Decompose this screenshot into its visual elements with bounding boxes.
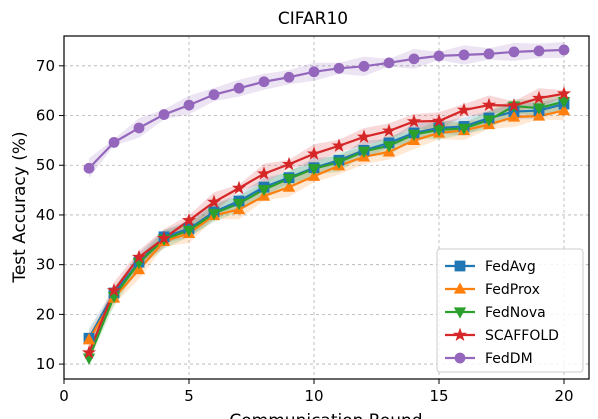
scaffold-point xyxy=(331,138,347,152)
scaffold-legend-label: SCAFFOLD xyxy=(485,328,559,344)
y-tick-label: 20 xyxy=(36,305,55,323)
y-tick-label: 40 xyxy=(36,206,55,224)
legend: FedAvg FedProx FedNova SCAFFOLD FedDM xyxy=(436,248,584,373)
fedprox-band xyxy=(89,100,564,348)
fedprox-point xyxy=(507,110,521,122)
feddm-point xyxy=(433,50,445,62)
fednova-point xyxy=(257,184,271,197)
fednova-point xyxy=(182,225,196,237)
feddm-point xyxy=(558,44,570,56)
scaffold-point xyxy=(206,194,222,209)
fedprox-point xyxy=(557,103,571,116)
fednova-point xyxy=(482,115,496,127)
scaffold-point xyxy=(531,90,547,105)
scaffold-point xyxy=(281,156,297,171)
feddm-point xyxy=(333,62,345,74)
fedprox-point xyxy=(82,333,96,345)
fedprox-point xyxy=(307,169,321,181)
fednova-point xyxy=(332,157,346,169)
feddm-point xyxy=(383,57,395,69)
scaffold-legend-marker xyxy=(452,327,468,342)
fedprox-point xyxy=(282,180,296,192)
feddm-point xyxy=(283,71,295,83)
fedavg-legend-marker xyxy=(454,260,466,272)
y-axis-label: Test Accuracy (%) xyxy=(10,131,30,283)
feddm-point xyxy=(108,136,120,148)
series-markers xyxy=(81,44,572,365)
fednova-legend-label: FedNova xyxy=(485,305,546,321)
fedprox-point xyxy=(532,109,546,121)
feddm-point xyxy=(183,99,195,111)
fednova-point xyxy=(357,146,371,158)
scaffold-point xyxy=(256,166,272,180)
fedprox-legend-marker xyxy=(453,282,467,294)
scaffold-point xyxy=(456,102,472,117)
fednova-point xyxy=(282,174,296,186)
feddm-legend-marker xyxy=(454,352,466,364)
scaffold-point xyxy=(356,129,372,143)
feddm-point xyxy=(408,53,420,65)
scaffold-point xyxy=(231,180,247,195)
y-tick-label: 10 xyxy=(36,355,55,373)
feddm-point xyxy=(258,76,270,88)
fednova-point xyxy=(207,208,221,221)
y-tick-label: 60 xyxy=(36,107,55,125)
feddm-point xyxy=(508,46,520,58)
fedavg-legend-label: FedAvg xyxy=(485,259,536,275)
fednova-point xyxy=(432,125,446,137)
scaffold-point xyxy=(156,230,172,245)
feddm-point xyxy=(458,49,470,61)
feddm-point xyxy=(158,109,170,120)
x-tick-label: 15 xyxy=(429,387,448,405)
fednova-point xyxy=(307,164,321,176)
scaffold-point xyxy=(381,123,397,137)
y-tick-label: 70 xyxy=(36,57,55,75)
feddm-point xyxy=(533,45,545,57)
fednova-point xyxy=(457,123,471,136)
scaffold-point xyxy=(131,249,147,264)
feddm-point xyxy=(483,48,495,60)
fednova-point xyxy=(407,129,421,142)
fednova-legend-marker xyxy=(453,307,467,319)
scaffold-point xyxy=(81,345,97,359)
fedprox-legend-label: FedProx xyxy=(485,282,540,298)
x-axis-ticks: 0 5 10 15 20 xyxy=(59,379,574,405)
feddm-point xyxy=(208,89,220,101)
x-axis-label: Communication Round xyxy=(229,411,422,419)
legend-box xyxy=(436,248,584,373)
scaffold-point xyxy=(406,114,422,128)
scaffold-point xyxy=(181,212,197,227)
scaffold-point xyxy=(506,98,522,112)
scaffold-point xyxy=(431,113,447,128)
plot-frame xyxy=(63,35,590,380)
y-axis-ticks: 10 20 30 40 50 60 70 xyxy=(36,57,64,373)
fednova-point xyxy=(532,103,546,115)
feddm-point xyxy=(233,82,245,94)
scaffold-point xyxy=(481,97,497,112)
scaffold-point xyxy=(106,283,122,297)
x-tick-label: 0 xyxy=(59,387,69,405)
fednova-point xyxy=(232,198,246,211)
feddm-point xyxy=(83,162,95,174)
feddm-point xyxy=(358,60,370,72)
scaffold-point xyxy=(556,86,572,100)
y-tick-label: 50 xyxy=(36,156,55,174)
x-tick-label: 5 xyxy=(184,387,194,405)
feddm-legend-label: FedDM xyxy=(485,351,533,367)
chart-title: CIFAR10 xyxy=(278,9,348,29)
y-tick-label: 30 xyxy=(36,256,55,274)
scaffold-point xyxy=(306,146,322,160)
x-tick-label: 10 xyxy=(304,387,323,405)
x-tick-label: 20 xyxy=(554,387,573,405)
feddm-point xyxy=(308,66,320,78)
fednova-point xyxy=(557,96,571,109)
fednova-point xyxy=(382,141,396,153)
feddm-point xyxy=(133,122,145,134)
